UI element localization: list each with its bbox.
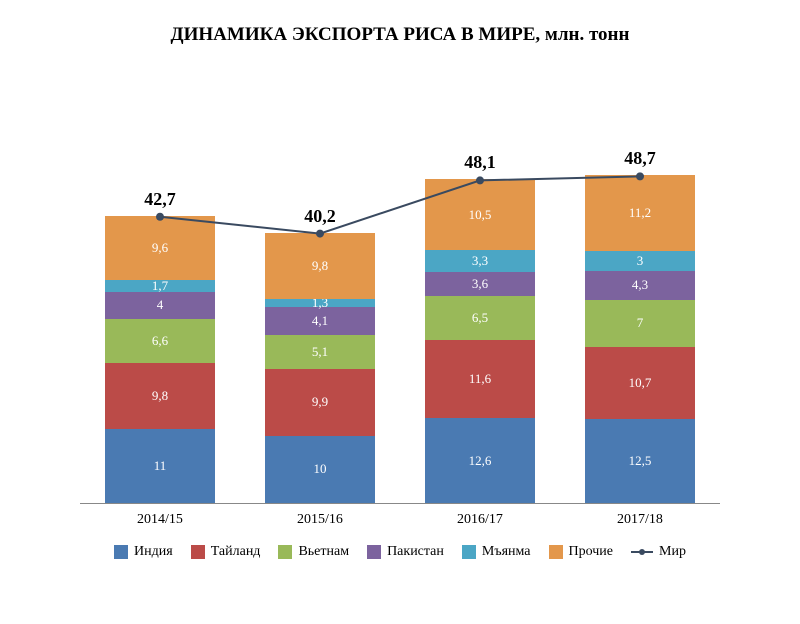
legend-label: Вьетнам bbox=[298, 544, 349, 560]
legend-swatch bbox=[191, 545, 205, 559]
category-label: 2014/15 bbox=[80, 512, 240, 528]
bar-segment: 11,2 bbox=[585, 175, 695, 250]
legend-item: Индия bbox=[114, 544, 173, 560]
legend-swatch bbox=[549, 545, 563, 559]
bar-segment: 3,3 bbox=[425, 250, 535, 272]
legend-item: Прочие bbox=[549, 544, 614, 560]
total-label: 48,1 bbox=[450, 152, 510, 173]
legend-item: Мир bbox=[631, 544, 686, 560]
chart-plot: 119,86,641,79,6109,95,14,11,39,812,611,6… bbox=[80, 134, 720, 504]
bar-segment: 10 bbox=[265, 436, 375, 503]
bar-segment: 7 bbox=[585, 300, 695, 347]
legend-item: Тайланд bbox=[191, 544, 261, 560]
bar-segment: 10,7 bbox=[585, 347, 695, 419]
bar-segment: 12,6 bbox=[425, 418, 535, 503]
legend-swatch bbox=[367, 545, 381, 559]
chart-legend: Индия Тайланд Вьетнам Пакистан Мъянма Прочие М… bbox=[80, 544, 720, 560]
legend-item: Пакистан bbox=[367, 544, 444, 560]
legend-item: Вьетнам bbox=[278, 544, 349, 560]
legend-label: Прочие bbox=[569, 544, 614, 560]
legend-label: Мир bbox=[659, 544, 686, 560]
bar-segment: 1,7 bbox=[105, 280, 215, 291]
bar-segment: 9,6 bbox=[105, 216, 215, 281]
legend-label: Тайланд bbox=[211, 544, 261, 560]
bar-segment: 9,8 bbox=[105, 363, 215, 429]
bar-segment: 4,1 bbox=[265, 307, 375, 335]
legend-label: Мъянма bbox=[482, 544, 531, 560]
bar-segment: 3 bbox=[585, 251, 695, 271]
total-label: 48,7 bbox=[610, 148, 670, 169]
bar-segment: 12,5 bbox=[585, 419, 695, 503]
total-label: 40,2 bbox=[290, 206, 350, 227]
bar-segment: 4,3 bbox=[585, 271, 695, 300]
legend-swatch bbox=[462, 545, 476, 559]
category-label: 2015/16 bbox=[240, 512, 400, 528]
legend-swatch bbox=[278, 545, 292, 559]
category-label: 2017/18 bbox=[560, 512, 720, 528]
bar-segment: 3,6 bbox=[425, 272, 535, 296]
bar-segment: 6,6 bbox=[105, 319, 215, 363]
bar-segment: 9,9 bbox=[265, 369, 375, 436]
legend-item: Мъянма bbox=[462, 544, 531, 560]
category-label: 2016/17 bbox=[400, 512, 560, 528]
bar-segment: 11,6 bbox=[425, 340, 535, 418]
bar-segment: 9,8 bbox=[265, 233, 375, 299]
bar-segment: 11 bbox=[105, 429, 215, 503]
legend-label: Индия bbox=[134, 544, 173, 560]
total-label: 42,7 bbox=[130, 189, 190, 210]
legend-swatch bbox=[114, 545, 128, 559]
bar-segment: 1,3 bbox=[265, 299, 375, 308]
legend-label: Пакистан bbox=[387, 544, 444, 560]
bar-segment: 10,5 bbox=[425, 179, 535, 250]
chart-title: ДИНАМИКА ЭКСПОРТА РИСА В МИРЕ, млн. тонн bbox=[0, 24, 800, 46]
bar-segment: 5,1 bbox=[265, 335, 375, 369]
bar-segment: 6,5 bbox=[425, 296, 535, 340]
legend-swatch-line bbox=[631, 545, 653, 559]
bar-segment: 4 bbox=[105, 292, 215, 319]
